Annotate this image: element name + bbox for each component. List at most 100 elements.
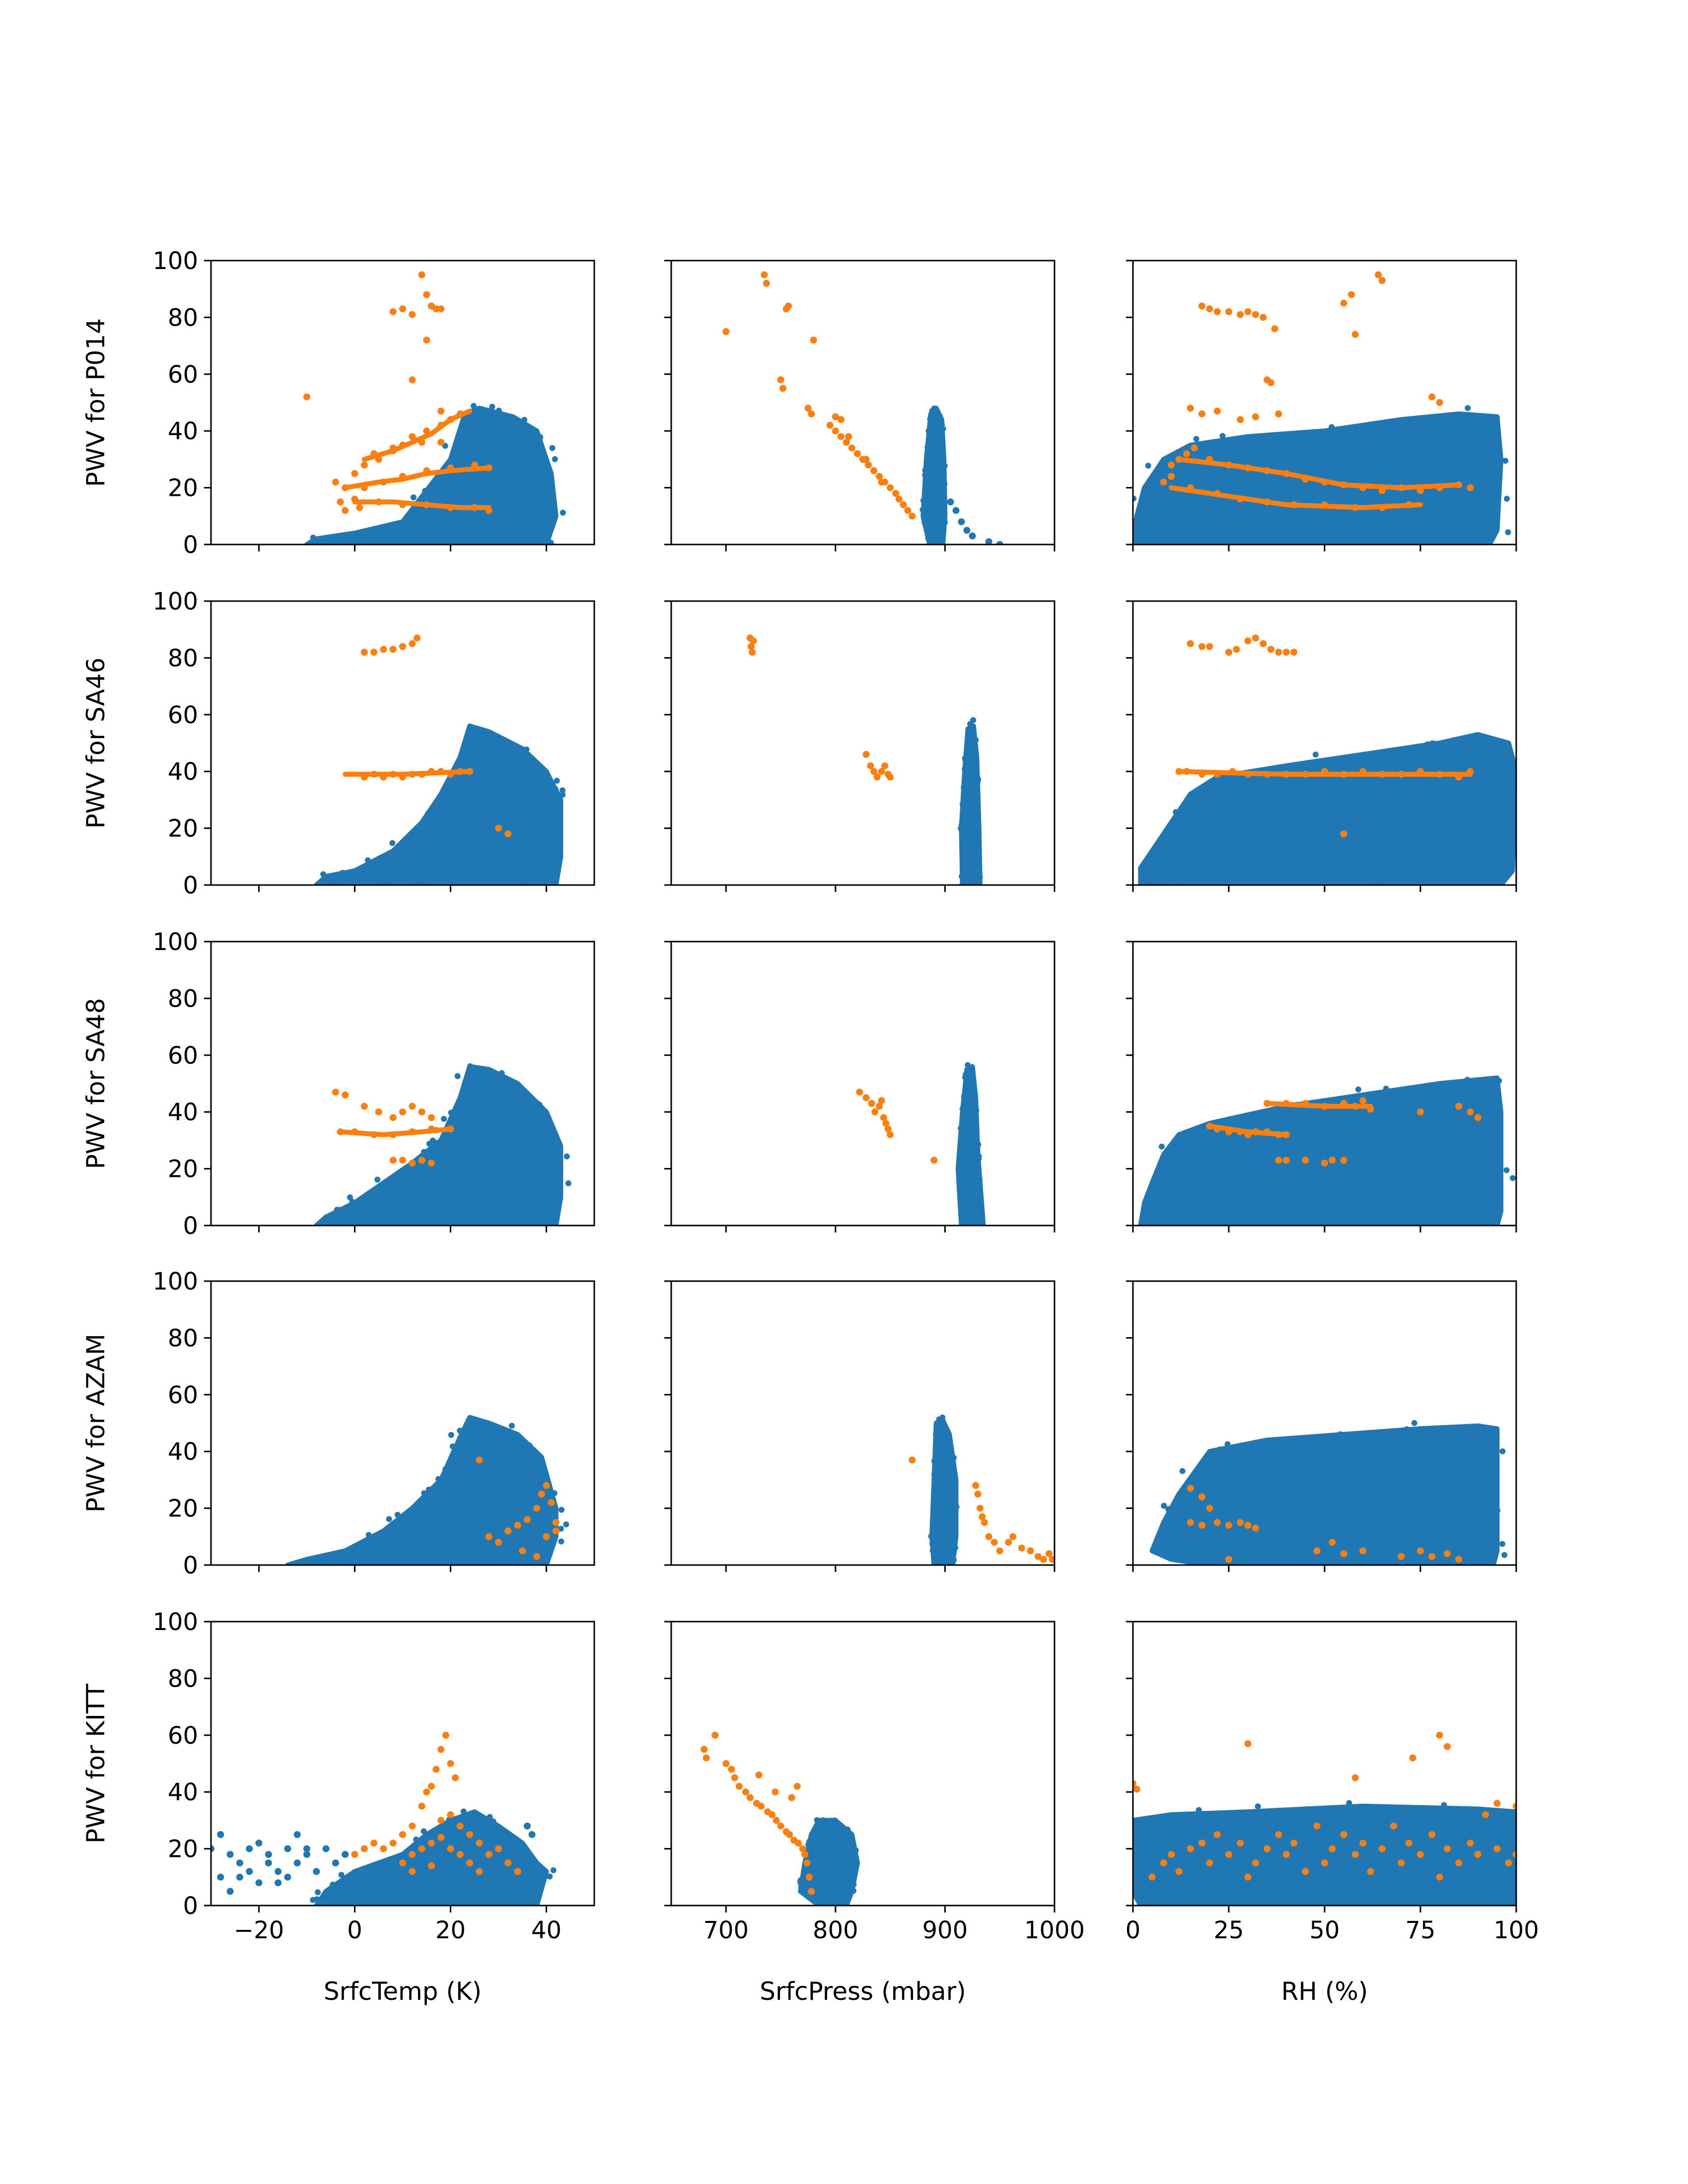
regular-point <box>959 1142 966 1149</box>
outlier-point <box>414 634 421 642</box>
regular-point <box>1367 1825 1374 1831</box>
regular-point <box>1489 811 1495 818</box>
outlier-point <box>1351 504 1359 511</box>
regular-point <box>844 1863 850 1869</box>
regular-point <box>1490 1885 1497 1892</box>
outlier-point <box>447 770 454 778</box>
regular-point <box>464 1500 471 1505</box>
outlier-point <box>1359 768 1367 775</box>
regular-point <box>1494 1507 1501 1514</box>
regular-point <box>1248 1502 1254 1508</box>
regular-point <box>1466 1859 1473 1866</box>
subplot-r2-c2 <box>664 600 1055 892</box>
outlier-point <box>1359 1097 1367 1104</box>
regular-point <box>1404 1426 1410 1433</box>
regular-point <box>500 435 506 442</box>
outlier-point <box>370 1131 378 1138</box>
regular-point <box>1146 1885 1152 1891</box>
regular-point <box>516 754 522 760</box>
outlier-point <box>399 501 406 508</box>
regular-point <box>1187 493 1193 500</box>
regular-point <box>952 507 960 514</box>
outlier-point <box>1213 490 1221 497</box>
outlier-point <box>1417 768 1424 775</box>
outlier-point <box>1252 1128 1259 1136</box>
regular-point <box>536 501 542 507</box>
regular-point <box>482 1466 489 1472</box>
subplot-r2-c3 <box>1126 600 1517 892</box>
outlier-point <box>1168 1851 1175 1858</box>
outlier-point <box>1409 1754 1416 1762</box>
regular-point <box>1224 1842 1231 1848</box>
regular-point <box>1339 1184 1345 1191</box>
regular-point <box>1344 1872 1351 1879</box>
regular-point <box>933 535 939 541</box>
outlier-point <box>456 1822 464 1830</box>
regular-point <box>1379 472 1385 478</box>
regular-point <box>385 1888 392 1895</box>
regular-point <box>557 846 563 853</box>
outlier-point <box>437 421 445 429</box>
plot-area <box>285 1415 569 1565</box>
x-tick-label: 700 <box>703 1916 749 1944</box>
regular-point <box>417 879 423 885</box>
regular-point <box>973 1107 980 1114</box>
regular-point <box>284 1873 291 1881</box>
regular-point <box>943 1434 949 1440</box>
regular-point <box>554 836 560 842</box>
regular-point <box>528 494 535 501</box>
regular-point <box>1270 1874 1277 1881</box>
x-tick-label: 900 <box>922 1916 968 1944</box>
outlier-point <box>370 770 378 778</box>
outlier-point <box>1009 1533 1017 1540</box>
regular-point <box>1444 1867 1451 1873</box>
outlier-point <box>1428 1553 1436 1560</box>
regular-point <box>1240 1169 1247 1175</box>
outlier-point <box>389 646 397 653</box>
axes-frame <box>670 1621 1055 1907</box>
regular-point <box>471 403 477 409</box>
outlier-point <box>1467 484 1474 491</box>
outlier-point <box>1175 1868 1183 1875</box>
regular-point <box>829 1834 835 1841</box>
regular-point <box>1403 1507 1409 1513</box>
regular-point <box>524 813 530 819</box>
outlier-point <box>1313 1547 1321 1555</box>
subplot-r1-c1: 0 20 40 60 80 100 PWV for P014 <box>81 247 595 559</box>
regular-point <box>507 1895 513 1902</box>
regular-point <box>950 1471 957 1477</box>
outlier-point <box>1313 1822 1321 1830</box>
regular-point <box>1447 1518 1453 1524</box>
outlier-point <box>427 1862 435 1869</box>
regular-point <box>1427 836 1433 842</box>
regular-point <box>451 1160 457 1167</box>
regular-point <box>1292 1848 1298 1854</box>
outlier-point <box>418 271 425 278</box>
regular-point <box>940 425 946 432</box>
regular-point <box>1326 873 1333 879</box>
regular-point <box>461 452 468 459</box>
outlier-point <box>1455 481 1463 488</box>
outlier-point <box>1244 464 1252 472</box>
regular-point <box>1352 1109 1358 1115</box>
regular-point <box>963 1198 970 1204</box>
regular-point <box>500 1198 506 1205</box>
regular-point <box>1489 1135 1496 1142</box>
regular-point <box>435 1476 441 1482</box>
regular-point <box>1218 524 1224 531</box>
regular-point <box>958 518 965 526</box>
regular-point <box>528 1831 536 1838</box>
outlier-point <box>1340 770 1347 778</box>
regular-point <box>1412 1184 1418 1191</box>
outlier-point <box>375 1108 382 1116</box>
regular-point <box>1155 1547 1161 1554</box>
regular-point <box>996 541 1003 545</box>
regular-point <box>829 1869 835 1875</box>
regular-point <box>474 1518 481 1524</box>
regular-point <box>973 873 979 879</box>
regular-point <box>1227 1152 1234 1158</box>
regular-point <box>1443 747 1450 753</box>
regular-point <box>389 840 396 846</box>
regular-point <box>411 832 417 839</box>
outlier-point <box>342 507 349 514</box>
